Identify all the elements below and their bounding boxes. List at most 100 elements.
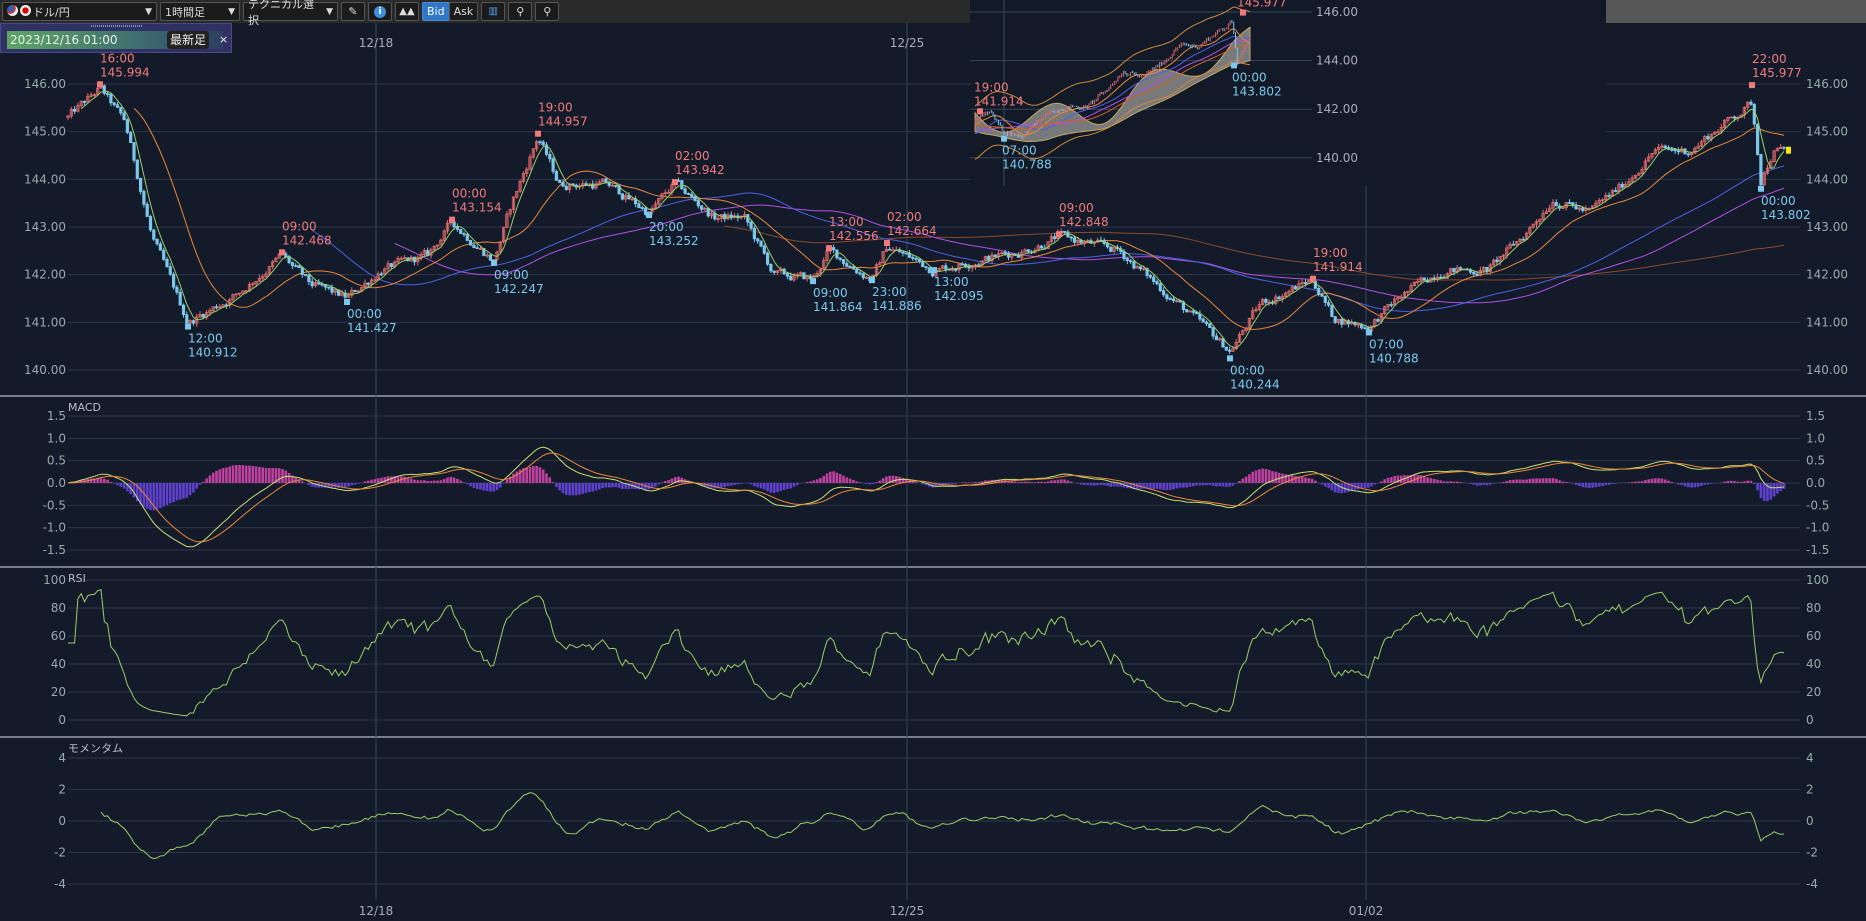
candle-up [594, 183, 598, 189]
macd-histogram-bar [126, 483, 129, 492]
macd-histogram-bar [1221, 483, 1225, 487]
chart-settings-button[interactable]: ▥ [481, 2, 506, 21]
info-button[interactable]: i [368, 2, 392, 21]
macd-histogram-bar [393, 476, 396, 483]
currency-pair-select[interactable]: ドル/円 ▼ [2, 2, 157, 21]
candle-up [1049, 236, 1053, 243]
macd-histogram-bar [535, 466, 538, 483]
candle-up [1541, 213, 1545, 220]
macd-histogram-bar [409, 478, 413, 483]
inset-y-tick: 142.00 [1316, 102, 1358, 116]
draw-tool-button[interactable]: ✎ [341, 2, 365, 21]
annotation-time: 20:00 [649, 220, 684, 234]
candle-down [762, 245, 766, 254]
candle-up [884, 248, 889, 252]
candle-up [1518, 238, 1522, 242]
inset-high-marker [1240, 9, 1246, 16]
macd-histogram-bar [1027, 481, 1030, 483]
low-marker [1366, 329, 1372, 336]
zoom-in-button[interactable]: ⚲ [535, 2, 560, 21]
macd-histogram-bar [1413, 474, 1416, 483]
macd-histogram-bar [1531, 478, 1535, 483]
macd-histogram-bar [1578, 483, 1581, 487]
macd-histogram-bar [901, 477, 905, 483]
high-marker [1310, 275, 1316, 282]
candle-down [462, 233, 466, 235]
candle-up [383, 268, 387, 275]
candle-up [1508, 243, 1512, 249]
y-tick-left: 100 [43, 573, 66, 587]
chart-type-button[interactable]: ▲▲ [395, 2, 419, 21]
candle-up [1498, 256, 1502, 263]
macd-histogram-bar [505, 479, 509, 483]
low-marker [344, 298, 350, 305]
macd-histogram-bar [581, 483, 585, 494]
macd-histogram-bar [789, 483, 792, 489]
candle-down [459, 228, 463, 234]
macd-histogram-bar [1627, 482, 1631, 483]
macd-histogram-bar [1271, 471, 1274, 483]
pencil-icon: ✎ [348, 5, 358, 18]
macd-histogram-bar [347, 483, 350, 487]
candle-down [693, 196, 697, 201]
candle-down [1313, 280, 1317, 289]
candle-up [1633, 174, 1638, 179]
bid-toggle[interactable]: Bid [422, 2, 450, 21]
macd-histogram-bar [1535, 478, 1538, 483]
macd-histogram-bar [436, 480, 439, 483]
ma-100-line [394, 187, 1785, 304]
macd-histogram-bar [1343, 483, 1347, 493]
candle-up [251, 283, 255, 286]
close-icon[interactable]: × [219, 33, 229, 46]
candle-up [865, 277, 869, 279]
latest-bar-button[interactable]: 最新足 [167, 31, 210, 49]
macd-histogram-bar [961, 482, 964, 483]
candle-up [1280, 295, 1284, 300]
candle-down [627, 195, 631, 200]
macd-histogram-bar [654, 483, 657, 487]
candle-down [1670, 148, 1674, 151]
candle-up [1356, 323, 1360, 326]
macd-histogram-bar [1155, 483, 1159, 490]
candle-up [1402, 292, 1407, 298]
candle-up [1409, 285, 1413, 292]
candle-down [1138, 266, 1143, 270]
rsi-line [68, 589, 1785, 717]
macd-histogram-bar [122, 483, 126, 489]
candle-up [610, 184, 615, 187]
macd-histogram-bar [142, 483, 146, 507]
annotation-time: 00:00 [1230, 363, 1265, 377]
candle-up [518, 180, 522, 192]
high-marker [535, 130, 541, 137]
timeframe-select[interactable]: 1時間足 ▼ [160, 2, 240, 21]
candle-up [274, 257, 278, 263]
candle-down [1171, 298, 1176, 302]
candle-up [422, 250, 427, 255]
zoom-out-button[interactable]: ⚲ [508, 2, 533, 21]
macd-histogram-bar [921, 483, 924, 485]
drag-handle[interactable] [91, 25, 143, 27]
candle-up [1336, 318, 1341, 323]
macd-histogram-bar [805, 481, 809, 483]
macd-histogram-bar [1370, 483, 1373, 487]
candle-up [1713, 131, 1717, 135]
candle-up [188, 320, 192, 324]
macd-histogram-bar [1762, 483, 1766, 501]
macd-histogram-bar [1525, 479, 1528, 483]
macd-histogram-bar [1234, 483, 1238, 484]
candle-up [1287, 290, 1291, 294]
ask-toggle[interactable]: Ask [448, 2, 479, 21]
macd-histogram-bar [875, 482, 878, 483]
macd-histogram-bar [970, 482, 974, 483]
candle-down [465, 233, 469, 241]
macd-histogram-bar [1492, 483, 1495, 484]
candle-up [515, 190, 519, 198]
candle-up [990, 254, 994, 261]
candle-up [1284, 292, 1288, 297]
technical-select-button[interactable]: テクニカル選択 ▼ [243, 0, 338, 27]
candle-up [419, 253, 423, 258]
